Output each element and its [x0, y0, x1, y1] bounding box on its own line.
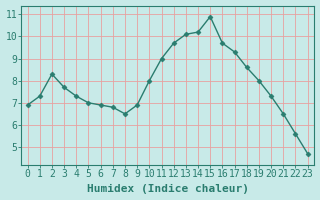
X-axis label: Humidex (Indice chaleur): Humidex (Indice chaleur): [87, 184, 249, 194]
